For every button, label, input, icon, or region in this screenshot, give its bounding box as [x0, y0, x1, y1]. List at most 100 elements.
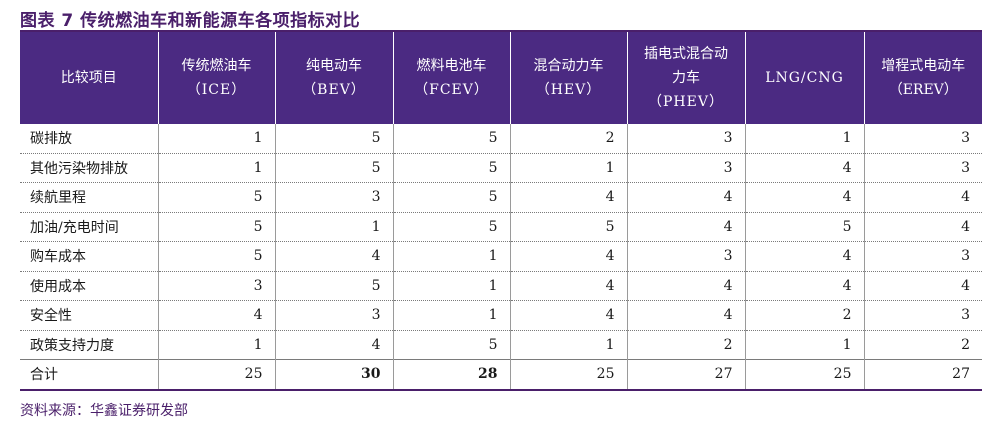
table-row: 安全性 4 3 1 4 4 2 3 [20, 300, 982, 331]
source-note: 资料来源：华鑫证券研发部 [20, 403, 188, 419]
cell-value: 3 [274, 300, 393, 331]
cell-value: 4 [509, 241, 627, 272]
header-en: （BEV） [302, 82, 366, 98]
cell-value: 1 [392, 241, 510, 272]
cell-value: 3 [863, 300, 982, 331]
header-fcev: 燃料电池车 （FCEV） [392, 32, 510, 124]
row-label: 购车成本 [20, 241, 158, 272]
cell-value: 4 [626, 300, 745, 331]
cell-value: 5 [509, 212, 627, 242]
cell-value: 5 [392, 330, 510, 360]
header-cn: 插电式混合动力车 [644, 46, 728, 86]
cell-value: 3 [863, 153, 982, 183]
total-value: 25 [509, 359, 627, 391]
row-label: 续航里程 [20, 182, 158, 213]
cell-value: 5 [274, 124, 393, 154]
table-row: 加油/充电时间 5 1 5 5 4 5 4 [20, 212, 982, 242]
cell-value: 4 [744, 182, 864, 213]
total-value: 30 [274, 359, 393, 391]
cell-value: 3 [626, 124, 745, 154]
header-en: （EREV） [888, 82, 958, 98]
cell-value: 1 [509, 330, 627, 360]
table-row: 购车成本 5 4 1 4 3 4 3 [20, 241, 982, 272]
header-ice: 传统燃油车 （ICE） [157, 32, 275, 124]
row-label: 加油/充电时间 [20, 212, 158, 242]
title-rule [20, 30, 982, 32]
cell-value: 1 [509, 153, 627, 183]
cell-value: 5 [157, 212, 275, 242]
cell-value: 5 [157, 241, 275, 272]
cell-value: 3 [626, 153, 745, 183]
cell-value: 4 [863, 271, 982, 301]
cell-value: 5 [274, 153, 393, 183]
table-row: 使用成本 3 5 1 4 4 4 4 [20, 271, 982, 301]
cell-value: 2 [863, 330, 982, 360]
header-cn: 纯电动车 [306, 58, 362, 74]
cell-value: 3 [863, 241, 982, 272]
cell-value: 4 [157, 300, 275, 331]
cell-value: 1 [392, 271, 510, 301]
total-value: 28 [392, 359, 510, 391]
cell-value: 1 [744, 330, 864, 360]
table-row: 续航里程 5 3 5 4 4 4 4 [20, 182, 982, 213]
cell-value: 4 [274, 241, 393, 272]
cell-value: 4 [626, 212, 745, 242]
cell-value: 4 [509, 182, 627, 213]
cell-value: 1 [392, 300, 510, 331]
cell-value: 5 [392, 212, 510, 242]
cell-value: 5 [157, 182, 275, 213]
header-item: 比较项目 [20, 32, 158, 124]
cell-value: 4 [744, 153, 864, 183]
cell-value: 4 [863, 182, 982, 213]
figure-title: 图表 7 传统燃油车和新能源车各项指标对比 [20, 11, 361, 31]
table-row: 碳排放 1 5 5 2 3 1 3 [20, 124, 982, 154]
row-label: 碳排放 [20, 124, 158, 154]
cell-value: 4 [509, 271, 627, 301]
cell-value: 5 [392, 124, 510, 154]
cell-value: 4 [626, 271, 745, 301]
row-label: 政策支持力度 [20, 330, 158, 360]
row-label: 其他污染物排放 [20, 153, 158, 183]
header-en: （FCEV） [414, 82, 489, 98]
comparison-table: 比较项目 传统燃油车 （ICE） 纯电动车 （BEV） 燃料电池车 （FCEV）… [20, 32, 982, 391]
header-cn: 传统燃油车 [181, 58, 252, 74]
cell-value: 2 [626, 330, 745, 360]
total-value: 27 [863, 359, 982, 391]
cell-value: 5 [392, 153, 510, 183]
cell-value: 4 [744, 271, 864, 301]
total-value: 25 [157, 359, 275, 391]
cell-value: 2 [744, 300, 864, 331]
cell-value: 5 [392, 182, 510, 213]
cell-value: 1 [157, 124, 275, 154]
table-row: 政策支持力度 1 4 5 1 2 1 2 [20, 330, 982, 360]
header-en: （ICE） [186, 82, 247, 98]
header-cn: 增程式电动车 [881, 58, 966, 74]
table-row: 其他污染物排放 1 5 5 1 3 4 3 [20, 153, 982, 183]
table-body: 碳排放 1 5 5 2 3 1 3 其他污染物排放 1 5 5 1 3 4 3 续航里程 5 3 5 4 4 4 4 加油/充电… [20, 124, 982, 391]
row-label: 使用成本 [20, 271, 158, 301]
header-erev: 增程式电动车 （EREV） [863, 32, 982, 124]
cell-value: 1 [744, 124, 864, 154]
header-hev: 混合动力车 （HEV） [509, 32, 627, 124]
cell-value: 5 [744, 212, 864, 242]
cell-value: 1 [157, 330, 275, 360]
cell-value: 3 [863, 124, 982, 154]
cell-value: 4 [863, 212, 982, 242]
header-en: （HEV） [535, 82, 602, 98]
cell-value: 4 [274, 330, 393, 360]
total-value: 27 [626, 359, 745, 391]
cell-value: 2 [509, 124, 627, 154]
total-value: 25 [744, 359, 864, 391]
header-en: （PHEV） [648, 94, 724, 110]
cell-value: 4 [626, 182, 745, 213]
header-cn: 燃料电池车 [416, 58, 487, 74]
cell-value: 1 [274, 212, 393, 242]
header-row: 比较项目 传统燃油车 （ICE） 纯电动车 （BEV） 燃料电池车 （FCEV）… [20, 32, 982, 124]
header-lng-cng: LNG/CNG [744, 32, 864, 124]
header-cn: 混合动力车 [533, 58, 604, 74]
cell-value: 5 [274, 271, 393, 301]
cell-value: 4 [744, 241, 864, 272]
total-label: 合计 [20, 359, 158, 391]
cell-value: 3 [274, 182, 393, 213]
header-phev: 插电式混合动力车 （PHEV） [626, 32, 745, 124]
